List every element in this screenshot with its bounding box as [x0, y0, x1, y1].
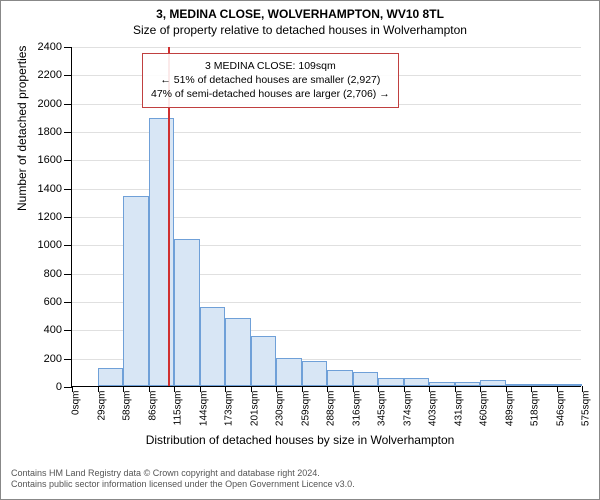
- plot: 0200400600800100012001400160018002000220…: [71, 47, 581, 387]
- histogram-bar: [378, 378, 404, 387]
- y-tick-label: 2200: [38, 69, 72, 81]
- footer-line1: Contains HM Land Registry data © Crown c…: [11, 468, 355, 480]
- histogram-bar: [174, 239, 200, 386]
- x-tick-label: 29sqm: [96, 391, 107, 421]
- histogram-bar: [327, 370, 353, 386]
- footer-line2: Contains public sector information licen…: [11, 479, 355, 491]
- callout-line: 47% of semi-detached houses are larger (…: [151, 87, 390, 101]
- y-tick-label: 1200: [38, 211, 72, 223]
- histogram-bar: [200, 307, 226, 386]
- y-tick-label: 400: [44, 324, 72, 336]
- x-tick-label: 115sqm: [173, 391, 184, 426]
- callout-line: 3 MEDINA CLOSE: 109sqm: [151, 59, 390, 73]
- y-tick-label: 2000: [38, 98, 72, 110]
- y-tick-label: 800: [44, 268, 72, 280]
- histogram-bar: [506, 384, 532, 386]
- x-tick-label: 546sqm: [555, 391, 566, 427]
- histogram-bar: [225, 318, 251, 386]
- x-tick-label: 58sqm: [122, 391, 133, 421]
- x-tick-label: 403sqm: [428, 391, 439, 427]
- histogram-bar: [531, 384, 557, 386]
- chart-title-line2: Size of property relative to detached ho…: [1, 23, 599, 37]
- y-tick-label: 2400: [38, 41, 72, 53]
- x-tick-label: 575sqm: [581, 391, 592, 427]
- x-tick-label: 230sqm: [275, 391, 286, 427]
- y-tick-label: 1400: [38, 183, 72, 195]
- gridline: [72, 47, 581, 48]
- footer-attribution: Contains HM Land Registry data © Crown c…: [11, 468, 355, 491]
- histogram-bar: [353, 372, 379, 386]
- x-tick-label: 316sqm: [351, 391, 362, 427]
- x-tick-label: 460sqm: [479, 391, 490, 427]
- plot-area: 0200400600800100012001400160018002000220…: [71, 47, 581, 387]
- y-tick-label: 1800: [38, 126, 72, 138]
- x-axis-label: Distribution of detached houses by size …: [1, 433, 599, 447]
- y-tick-label: 600: [44, 296, 72, 308]
- histogram-bar: [302, 361, 328, 387]
- x-tick-label: 518sqm: [530, 391, 541, 427]
- histogram-bar: [251, 336, 277, 386]
- x-tick-label: 489sqm: [504, 391, 515, 427]
- histogram-bar: [557, 384, 583, 386]
- chart-container: 3, MEDINA CLOSE, WOLVERHAMPTON, WV10 8TL…: [0, 0, 600, 500]
- histogram-bar: [123, 196, 149, 386]
- histogram-bar: [276, 358, 302, 386]
- x-tick-label: 431sqm: [453, 391, 464, 427]
- x-tick-label: 288sqm: [326, 391, 337, 427]
- histogram-bar: [149, 118, 175, 386]
- histogram-bar: [455, 382, 481, 386]
- reference-callout: 3 MEDINA CLOSE: 109sqm← 51% of detached …: [142, 53, 399, 108]
- x-tick-label: 259sqm: [300, 391, 311, 427]
- histogram-bar: [480, 380, 506, 386]
- histogram-bar: [404, 378, 430, 387]
- histogram-bar: [429, 382, 455, 386]
- y-axis-label: Number of detached properties: [15, 46, 29, 211]
- chart-title-line1: 3, MEDINA CLOSE, WOLVERHAMPTON, WV10 8TL: [1, 7, 599, 21]
- y-tick-label: 200: [44, 353, 72, 365]
- x-tick-label: 144sqm: [198, 391, 209, 427]
- y-tick-label: 1600: [38, 154, 72, 166]
- histogram-bar: [98, 368, 124, 386]
- x-tick-label: 374sqm: [402, 391, 413, 427]
- x-tick-label: 173sqm: [224, 391, 235, 427]
- x-tick-label: 345sqm: [377, 391, 388, 427]
- x-tick-label: 201sqm: [249, 391, 260, 427]
- callout-line: ← 51% of detached houses are smaller (2,…: [151, 73, 390, 87]
- y-tick-label: 1000: [38, 239, 72, 251]
- x-tick-label: 0sqm: [71, 391, 82, 415]
- x-tick-label: 86sqm: [147, 391, 158, 421]
